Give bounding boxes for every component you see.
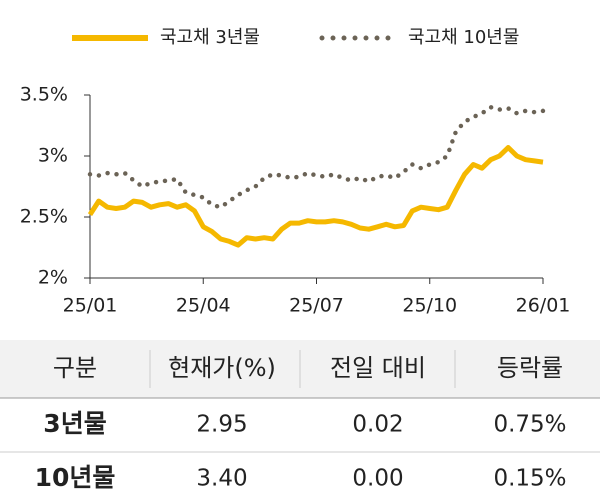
y-tick-label: 2% [38,267,68,289]
series-line [87,104,546,210]
x-tick-label: 25/10 [402,295,457,317]
table-row-label: 3년물 [43,409,106,438]
table-header-cell: 등락률 [497,354,563,382]
table-cell: 0.02 [352,412,403,438]
y-tick-label: 3% [38,145,68,167]
table-row-label: 10년물 [35,463,116,492]
table-cell: 2.95 [196,412,247,438]
table-cell: 0.15% [493,466,566,492]
table-cell: 0.00 [352,466,403,492]
series-line [87,145,544,248]
legend-label: 국고채 3년물 [160,27,260,48]
x-tick-label: 25/01 [63,295,118,317]
x-tick-label: 26/01 [516,295,571,317]
y-tick-label: 3.5% [20,84,68,106]
x-tick-label: 25/07 [289,295,344,317]
legend-label: 국고채 10년물 [408,27,519,48]
y-tick-label: 2.5% [20,206,68,228]
table-cell: 3.40 [196,466,247,492]
table-cell: 0.75% [493,412,566,438]
x-tick-label: 25/04 [176,295,231,317]
table-header-cell: 현재가(%) [168,354,276,382]
table-header-cell: 구분 [53,354,97,382]
table-header-cell: 전일 대비 [330,354,426,382]
